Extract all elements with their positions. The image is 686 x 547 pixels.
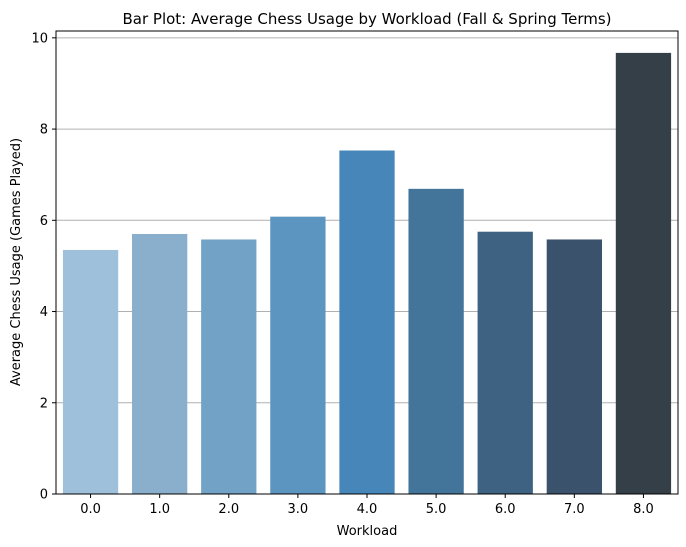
- bar-4.0: [339, 150, 395, 494]
- bars: [62, 52, 672, 495]
- y-tick-label: 6: [40, 214, 48, 229]
- x-axis-ticks: 0.0 1.0 2.0 3.0 4.0 5.0 6.0 7.0 8.0: [80, 494, 654, 517]
- x-tick-label: 6.0: [495, 502, 516, 517]
- bar-5.0: [408, 188, 464, 494]
- bar-6.0: [477, 231, 533, 495]
- y-axis-label: Average Chess Usage (Games Played): [9, 138, 24, 386]
- x-tick-label: 0.0: [80, 502, 101, 517]
- bar-2.0: [201, 239, 257, 494]
- x-tick-label: 3.0: [288, 502, 309, 517]
- y-tick-label: 0: [40, 488, 48, 503]
- y-tick-label: 8: [40, 123, 48, 138]
- y-tick-label: 2: [40, 396, 48, 411]
- x-tick-label: 5.0: [426, 502, 447, 517]
- x-tick-label: 7.0: [564, 502, 585, 517]
- bar-1.0: [132, 233, 188, 494]
- x-tick-label: 1.0: [149, 502, 170, 517]
- x-tick-label: 4.0: [357, 502, 378, 517]
- y-axis-ticks: 0 2 4 6 8 10: [31, 31, 56, 503]
- x-tick-label: 2.0: [218, 502, 239, 517]
- bar-0.0: [62, 249, 119, 494]
- bar-7.0: [546, 239, 602, 494]
- chart-title: Bar Plot: Average Chess Usage by Workloa…: [122, 10, 611, 28]
- bar-8.0: [615, 52, 672, 494]
- y-tick-label: 10: [31, 31, 48, 46]
- x-tick-label: 8.0: [633, 502, 654, 517]
- x-axis-label: Workload: [337, 524, 398, 539]
- y-tick-label: 4: [40, 305, 48, 320]
- bar-3.0: [270, 216, 326, 494]
